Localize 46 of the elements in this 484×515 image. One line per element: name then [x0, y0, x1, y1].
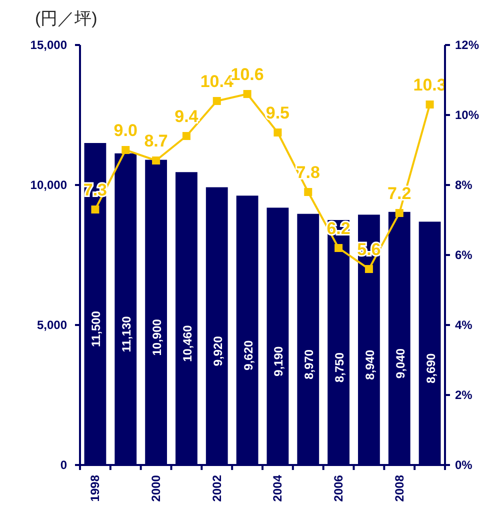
point: [182, 132, 190, 140]
y2-tick-label: 12%: [455, 38, 480, 52]
data-label: 8.7: [144, 132, 168, 150]
data-label: 9,620: [241, 340, 256, 370]
point: [243, 90, 252, 98]
y2-tick-label: 10%: [455, 108, 480, 122]
y-tick-label: 0: [60, 458, 68, 472]
point: [152, 156, 160, 164]
x-tick-label: 1998: [88, 474, 102, 502]
data-label: 10,460: [180, 324, 194, 362]
y-axis-title: (円／坪): [35, 9, 98, 28]
data-label: 11,500: [89, 310, 104, 348]
data-label: 9.5: [266, 104, 290, 122]
point: [395, 209, 404, 217]
point: [274, 128, 282, 136]
y-tick-label: 15,000: [30, 38, 68, 52]
point: [426, 100, 434, 108]
point: [364, 265, 373, 273]
y2-tick-label: 2%: [455, 388, 473, 402]
y2-tick-label: 8%: [455, 178, 473, 192]
x-tick-label: 2004: [270, 474, 285, 502]
x-tick-label: 2002: [210, 474, 224, 502]
y-tick-label: 5,000: [36, 318, 68, 332]
point: [122, 146, 130, 154]
y2-tick-label: 4%: [455, 318, 473, 332]
data-label: 8,750: [332, 352, 347, 383]
data-label: 9,040: [393, 348, 408, 378]
data-label: 9,920: [210, 336, 225, 366]
data-label: 9,190: [272, 346, 286, 376]
data-label: 8,940: [362, 350, 377, 380]
point: [304, 188, 312, 196]
x-tick-label: 2006: [332, 474, 346, 502]
data-label: 9.0: [114, 121, 138, 140]
x-tick-label: 2000: [149, 474, 164, 502]
y2-tick-label: 0%: [455, 458, 473, 472]
data-label: 8,970: [302, 349, 316, 380]
point: [334, 244, 343, 252]
x-tick-label: 2008: [392, 474, 406, 502]
data-label: 9.4: [174, 107, 199, 126]
data-label: 11,130: [120, 316, 134, 352]
data-label: 10,900: [150, 318, 164, 356]
y2-tick-label: 6%: [455, 248, 473, 262]
y-tick-label: 10,000: [30, 178, 68, 192]
point: [91, 206, 100, 214]
point: [212, 97, 221, 105]
data-label: 8,690: [424, 353, 438, 384]
